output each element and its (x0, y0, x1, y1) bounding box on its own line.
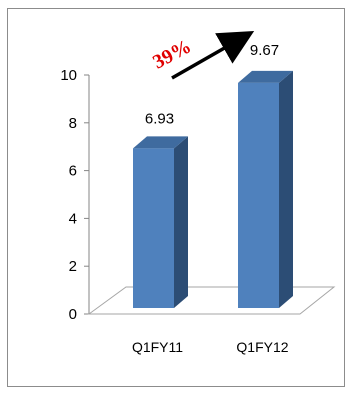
bar-side-face (174, 136, 188, 308)
y-tick-label: 8 (69, 115, 77, 132)
bar-top-face (238, 70, 293, 83)
bar-front-face (133, 148, 174, 308)
bar-Q1FY11 (133, 136, 188, 308)
y-tick-label: 6 (69, 163, 77, 180)
y-tick-label: 2 (69, 258, 77, 275)
x-category-label: Q1FY11 (132, 339, 183, 355)
growth-arrow (171, 31, 255, 80)
chart-floor (87, 286, 336, 315)
data-label: 6.93 (145, 110, 174, 127)
bar-front-face (238, 82, 279, 309)
bar-Q1FY12 (238, 70, 293, 309)
y-tick-label: 4 (69, 210, 77, 227)
y-tick-label: 10 (60, 67, 77, 84)
bar-top-face (133, 136, 188, 149)
bar-side-face (279, 70, 293, 309)
data-label: 9.67 (250, 42, 279, 59)
y-tick-label: 0 (69, 306, 77, 323)
x-category-label: Q1FY12 (236, 339, 288, 355)
